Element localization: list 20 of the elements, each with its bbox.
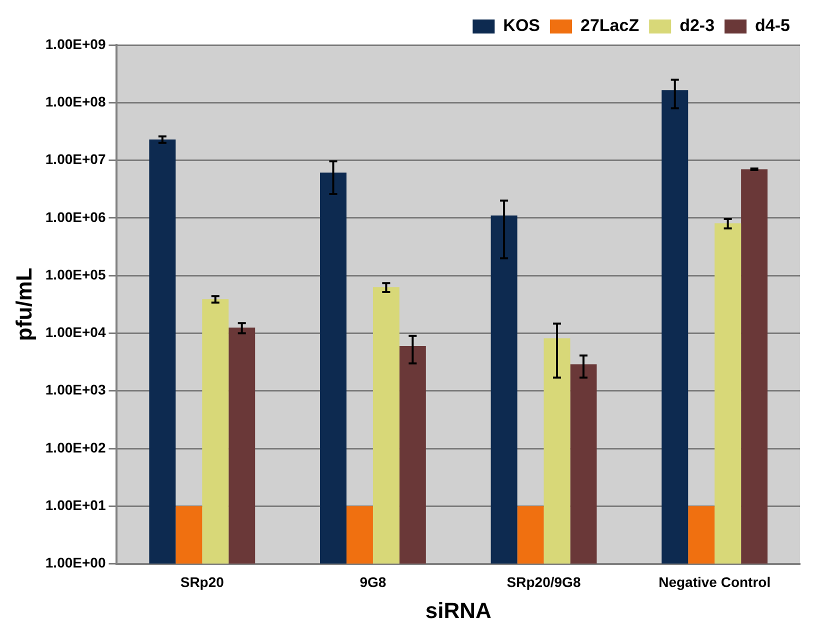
- y-tick-label: 1.00E+00: [45, 554, 106, 571]
- y-tick-label: 1.00E+02: [45, 439, 106, 456]
- legend-label: 27LacZ: [580, 16, 640, 36]
- y-tick-label: 1.00E+04: [45, 324, 106, 340]
- x-tick-label: 9G8: [360, 574, 386, 590]
- y-tick-label: 1.00E+01: [45, 497, 106, 514]
- y-tick-label: 1.00E+09: [45, 36, 106, 52]
- x-tick-label: SRp20/9G8: [506, 574, 581, 590]
- legend-label: KOS: [503, 16, 540, 36]
- legend-label: d2-3: [680, 16, 715, 36]
- legend-label: d4-5: [755, 16, 790, 36]
- y-tick-label: 1.00E+06: [45, 208, 106, 225]
- x-axis-title: siRNA: [425, 598, 492, 623]
- x-tick-label: Negative Control: [658, 574, 771, 590]
- y-tick-label: 1.00E+07: [45, 151, 106, 168]
- y-tick-label: 1.00E+05: [45, 266, 106, 282]
- y-tick-label: 1.00E+08: [45, 94, 106, 110]
- y-tick-label: 1.00E+03: [45, 382, 106, 398]
- x-tick-label: SRp20: [180, 574, 224, 590]
- y-axis-title: pfu/mL: [11, 268, 36, 342]
